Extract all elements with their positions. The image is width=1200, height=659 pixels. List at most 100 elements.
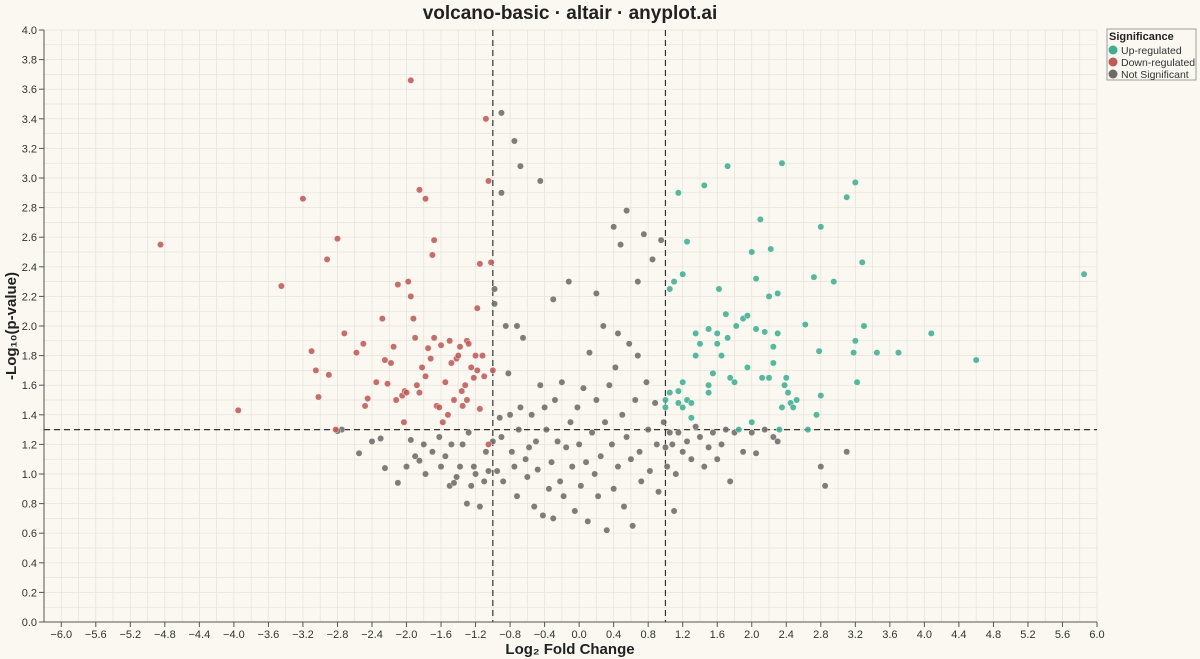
data-point bbox=[353, 349, 360, 357]
data-point bbox=[534, 466, 542, 473]
y-tick-label: 0.8 bbox=[22, 499, 37, 511]
y-tick-label: 4.0 bbox=[22, 25, 37, 37]
data-point bbox=[312, 366, 320, 374]
data-point bbox=[394, 281, 402, 288]
data-point bbox=[752, 275, 760, 283]
data-point bbox=[815, 347, 823, 355]
legend-label: Down-regulated bbox=[1121, 57, 1195, 69]
data-point bbox=[364, 395, 372, 402]
data-point bbox=[726, 477, 734, 485]
data-point bbox=[498, 189, 505, 197]
data-point bbox=[679, 448, 687, 456]
data-point bbox=[713, 455, 721, 463]
y-tick-label: 1.6 bbox=[22, 380, 37, 392]
x-tick-label: 0.8 bbox=[641, 629, 656, 641]
data-point bbox=[334, 235, 341, 243]
data-point bbox=[692, 329, 700, 337]
data-point bbox=[430, 236, 438, 244]
legend-swatch bbox=[1108, 57, 1118, 67]
data-point bbox=[542, 426, 550, 433]
data-point bbox=[653, 440, 661, 448]
data-point bbox=[472, 470, 479, 478]
data-point bbox=[470, 374, 478, 382]
data-point bbox=[476, 503, 484, 510]
data-point bbox=[424, 344, 432, 352]
data-point bbox=[384, 380, 391, 388]
data-point bbox=[372, 378, 380, 386]
data-point bbox=[459, 440, 467, 448]
data-point bbox=[679, 378, 687, 386]
y-tick-label: 0.2 bbox=[22, 587, 37, 599]
data-point bbox=[299, 195, 307, 203]
data-point bbox=[614, 329, 622, 337]
data-point bbox=[463, 396, 471, 404]
data-point bbox=[506, 411, 514, 419]
data-point bbox=[551, 396, 559, 404]
data-point bbox=[413, 381, 421, 389]
data-point bbox=[355, 449, 363, 457]
data-point bbox=[850, 349, 858, 357]
y-tick-label: 1.8 bbox=[22, 351, 37, 363]
data-point bbox=[843, 448, 851, 456]
y-tick-label: 1.4 bbox=[22, 410, 37, 422]
data-point bbox=[813, 411, 820, 419]
x-tick-label: 4.4 bbox=[951, 629, 966, 641]
data-point bbox=[599, 322, 607, 330]
data-point bbox=[404, 278, 412, 285]
y-tick-label: 0.6 bbox=[22, 528, 37, 540]
data-point bbox=[670, 507, 678, 515]
data-point bbox=[608, 440, 616, 448]
data-point bbox=[377, 435, 385, 442]
data-point bbox=[556, 477, 564, 485]
y-axis-label: -Log₁₀(p-value) bbox=[3, 272, 20, 380]
data-point bbox=[732, 322, 740, 330]
data-point bbox=[476, 405, 484, 413]
data-point bbox=[378, 315, 386, 322]
data-point bbox=[674, 387, 682, 395]
x-tick-label: −2.0 bbox=[396, 629, 418, 641]
data-point bbox=[752, 325, 760, 333]
data-point bbox=[476, 260, 484, 268]
data-point bbox=[705, 443, 712, 451]
data-point bbox=[582, 458, 590, 466]
data-point bbox=[407, 292, 415, 300]
data-point bbox=[631, 396, 639, 404]
data-point bbox=[927, 329, 935, 337]
data-point bbox=[731, 378, 738, 386]
data-point bbox=[1080, 270, 1088, 278]
data-point bbox=[614, 463, 622, 470]
data-point bbox=[567, 418, 574, 426]
data-point bbox=[830, 278, 838, 285]
data-point bbox=[560, 492, 567, 500]
data-point bbox=[447, 359, 455, 367]
data-point bbox=[696, 340, 704, 348]
data-point bbox=[722, 426, 730, 433]
data-point bbox=[515, 426, 523, 433]
data-point bbox=[782, 374, 790, 382]
data-point bbox=[508, 448, 516, 456]
data-point bbox=[778, 159, 786, 167]
data-point bbox=[629, 522, 637, 530]
data-point bbox=[523, 473, 531, 481]
data-point bbox=[718, 352, 725, 359]
x-tick-label: −5.6 bbox=[85, 629, 107, 641]
data-point bbox=[789, 403, 797, 411]
data-point bbox=[418, 364, 426, 371]
y-tick-label: 3.4 bbox=[22, 114, 37, 126]
data-point bbox=[416, 457, 423, 465]
data-point bbox=[422, 372, 429, 380]
data-point bbox=[480, 477, 488, 485]
data-point bbox=[536, 177, 544, 185]
data-point bbox=[277, 282, 285, 290]
data-point bbox=[450, 479, 458, 487]
x-tick-label: −2.4 bbox=[361, 629, 383, 641]
data-point bbox=[554, 438, 561, 445]
data-point bbox=[744, 364, 751, 371]
data-point bbox=[454, 352, 462, 359]
data-point bbox=[493, 467, 501, 475]
x-tick-label: 5.6 bbox=[1055, 629, 1070, 641]
data-point bbox=[651, 399, 659, 407]
x-tick-label: 4.0 bbox=[917, 629, 932, 641]
y-tick-label: 2.4 bbox=[22, 262, 37, 274]
